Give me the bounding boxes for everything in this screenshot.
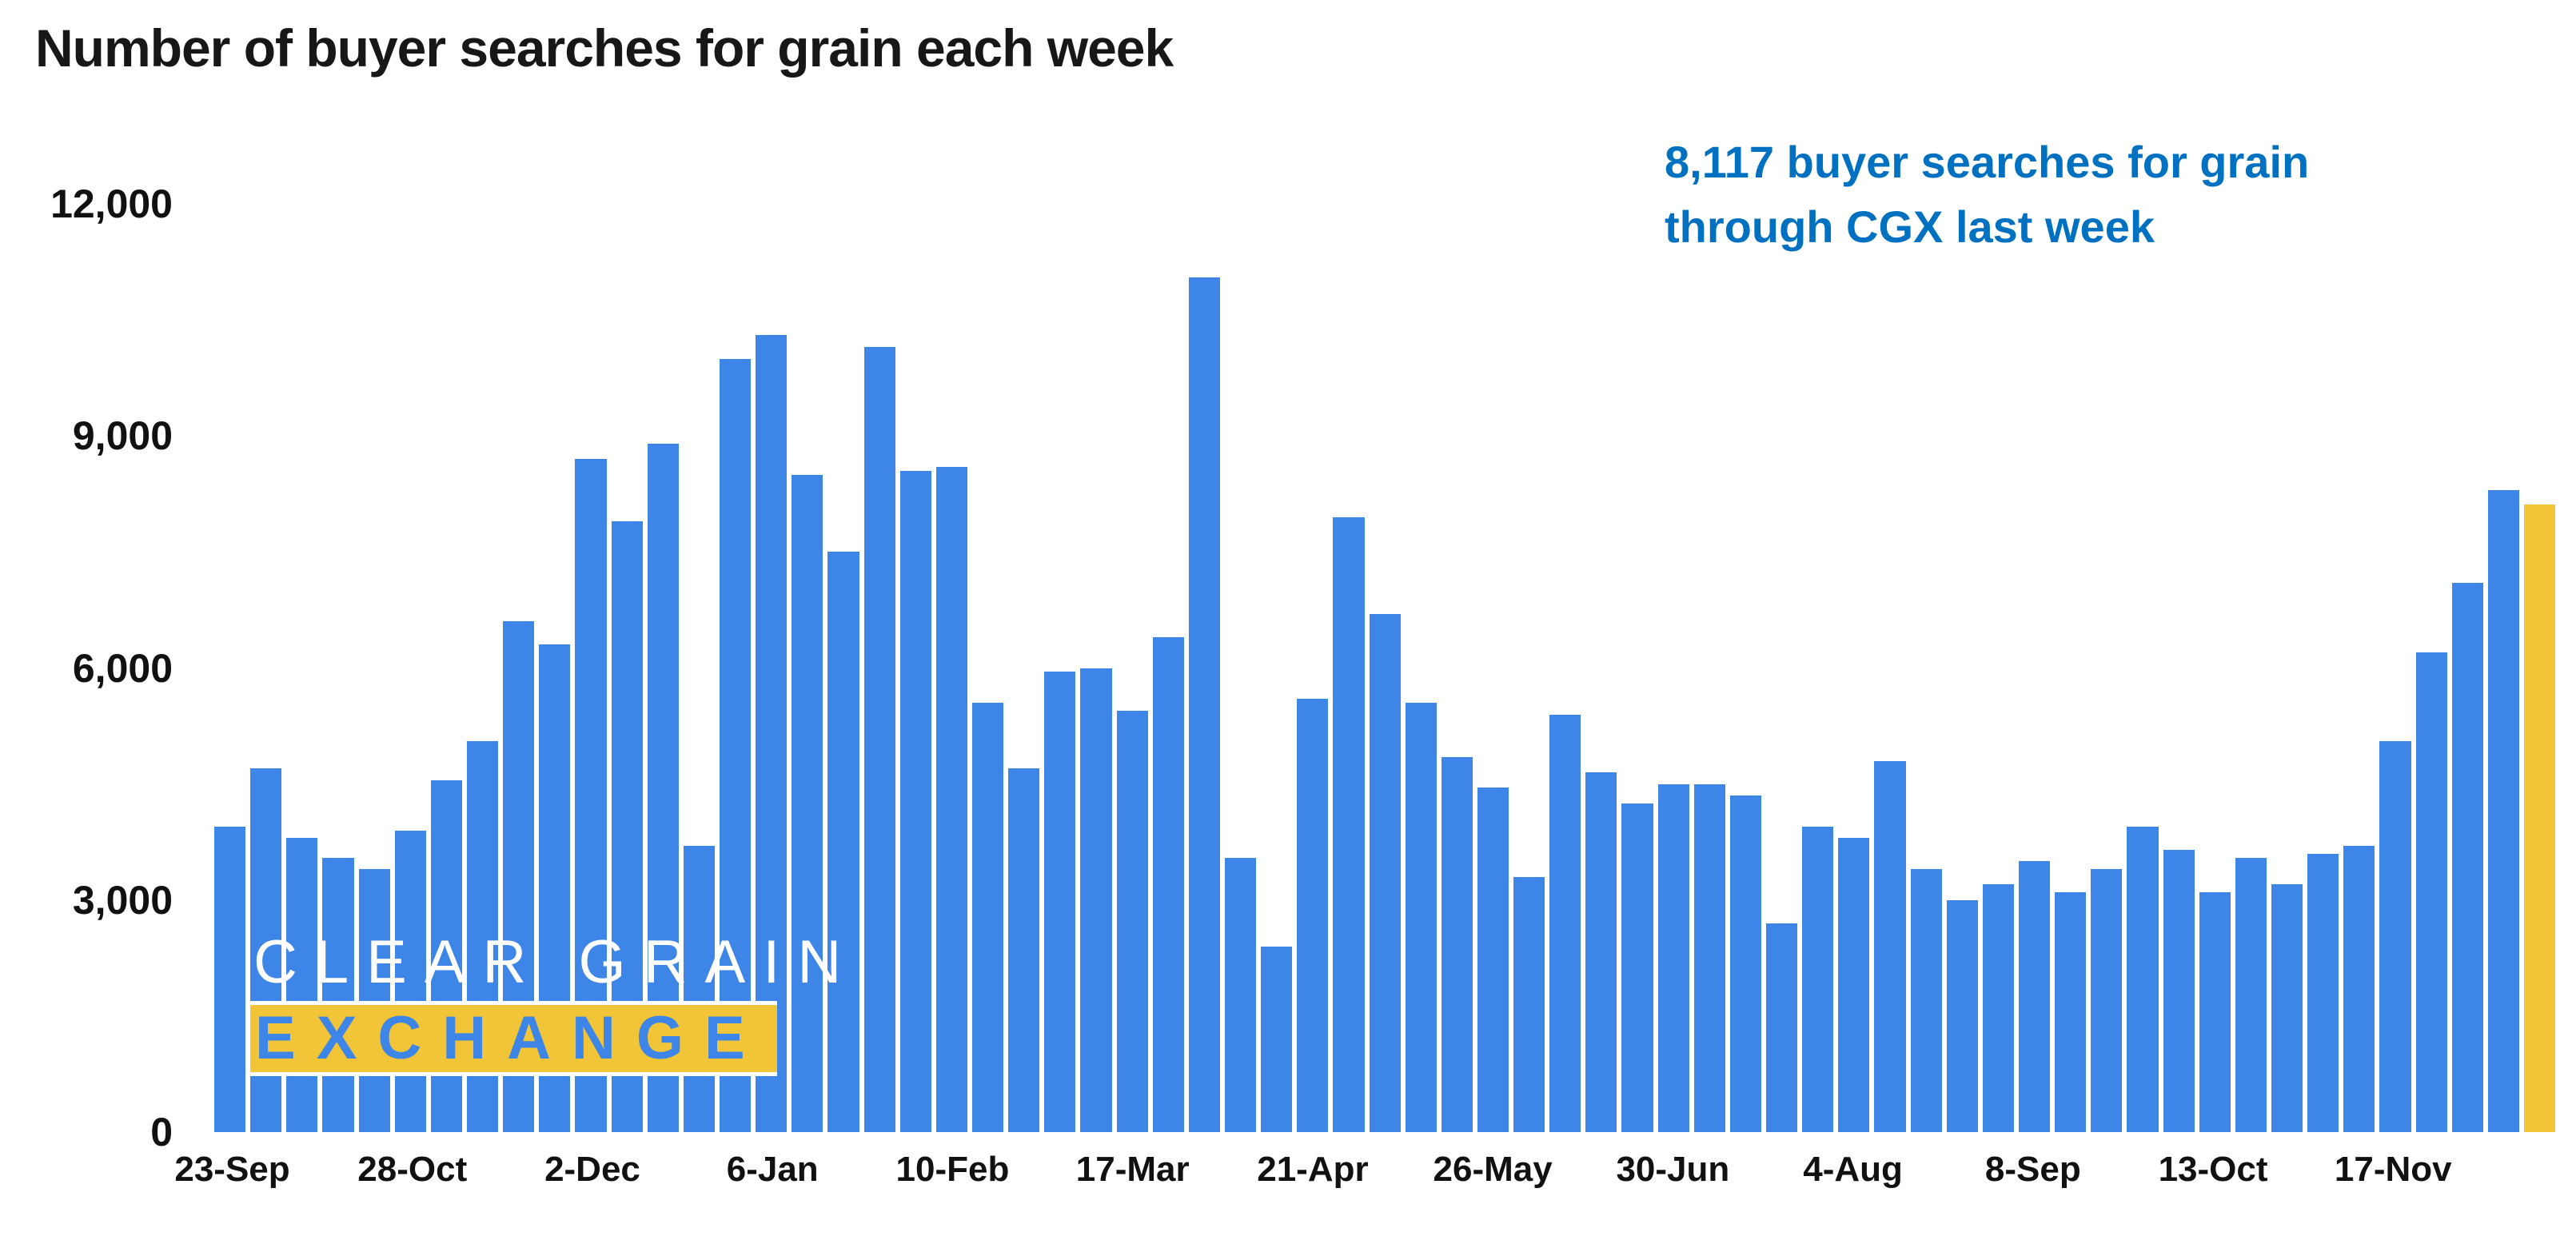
bar	[1477, 788, 1509, 1132]
bar	[2091, 869, 2123, 1132]
bar	[1405, 703, 1437, 1132]
bar	[2019, 861, 2051, 1132]
y-tick-label: 12,000	[50, 181, 173, 226]
bar	[1008, 768, 1040, 1132]
bar	[1729, 795, 1762, 1132]
bar	[2199, 892, 2231, 1132]
bar	[1152, 636, 1184, 1132]
annotation-line1: 8,117 buyer searches for grain	[1665, 137, 2310, 187]
bar	[1441, 756, 1473, 1132]
bar	[2055, 892, 2087, 1132]
y-tick-label: 0	[150, 1110, 173, 1154]
x-tick-label: 26-May	[1433, 1150, 1553, 1189]
y-tick-label: 9,000	[72, 413, 173, 459]
bar	[1946, 899, 1978, 1132]
bar	[2487, 489, 2519, 1132]
bar	[214, 826, 246, 1132]
bar	[1657, 784, 1689, 1132]
bar	[756, 335, 788, 1132]
bar	[683, 846, 715, 1132]
plot-area: CLEAR GRAIN EXCHANGE	[214, 204, 2556, 1132]
chart-title: Number of buyer searches for grain each …	[35, 18, 1174, 78]
bar	[1549, 714, 1581, 1132]
bar	[2343, 846, 2375, 1132]
bar	[1369, 613, 1401, 1132]
bar	[2379, 741, 2411, 1132]
x-tick-label: 6-Jan	[726, 1150, 819, 1189]
bar	[2235, 857, 2267, 1132]
bar	[322, 857, 354, 1132]
watermark-logo: CLEAR GRAIN EXCHANGE	[250, 932, 859, 1076]
bar	[1982, 884, 2015, 1132]
bar	[1333, 516, 1365, 1132]
bar	[1910, 869, 1942, 1132]
bar	[394, 830, 426, 1132]
bar	[792, 474, 823, 1132]
y-axis: 0 3,000 6,000 9,000 12,000	[0, 184, 182, 1152]
bar	[1802, 826, 1834, 1132]
x-tick-label: 4-Aug	[1803, 1150, 1903, 1189]
x-tick-label: 23-Sep	[174, 1150, 290, 1189]
bar	[1080, 668, 1112, 1132]
bar	[1261, 946, 1293, 1132]
watermark-line1: CLEAR GRAIN	[253, 928, 859, 997]
bar	[827, 552, 859, 1132]
bar	[863, 347, 895, 1132]
x-tick-label: 28-Oct	[357, 1150, 468, 1189]
bar	[2451, 583, 2483, 1132]
x-tick-label: 17-Nov	[2334, 1150, 2452, 1189]
bar	[1838, 838, 1870, 1132]
annotation-line2: through CGX last week	[1665, 201, 2155, 253]
x-tick-label: 17-Mar	[1075, 1150, 1190, 1189]
bar	[1874, 760, 1906, 1132]
bar	[2271, 884, 2303, 1132]
y-tick-label: 6,000	[72, 645, 173, 691]
bar	[1116, 710, 1148, 1132]
bar	[358, 869, 390, 1132]
bar	[1693, 784, 1725, 1132]
bar	[1188, 277, 1220, 1132]
bar	[1224, 857, 1257, 1132]
bar	[935, 466, 967, 1132]
x-axis: 23-Sep 28-Oct 2-Dec 6-Jan 10-Feb 17-Mar 21-Apr…	[174, 1150, 2555, 1214]
bar	[1766, 923, 1798, 1132]
bar	[1044, 672, 1076, 1132]
x-tick-label: 2-Dec	[544, 1150, 640, 1189]
bar	[2127, 826, 2159, 1132]
x-tick-label: 13-Oct	[2158, 1150, 2268, 1189]
bar	[1513, 876, 1545, 1132]
bar	[2415, 652, 2447, 1132]
annotation: 8,117 buyer searches for grain through C…	[1665, 130, 2309, 259]
y-tick-label: 3,000	[72, 877, 173, 923]
x-tick-label: 10-Feb	[895, 1150, 1010, 1189]
bar-highlight	[2524, 504, 2556, 1132]
x-tick-label: 21-Apr	[1257, 1150, 1369, 1189]
bar	[899, 470, 931, 1132]
bar	[1297, 699, 1329, 1132]
x-tick-label: 8-Sep	[1984, 1150, 2081, 1189]
bar	[2163, 849, 2195, 1132]
watermark-line2: EXCHANGE	[250, 1001, 777, 1076]
bar	[1585, 772, 1617, 1132]
bar	[2307, 853, 2339, 1132]
bar	[971, 703, 1004, 1132]
x-tick-label: 30-Jun	[1616, 1150, 1730, 1189]
bar	[286, 838, 318, 1132]
bar	[1621, 803, 1653, 1132]
